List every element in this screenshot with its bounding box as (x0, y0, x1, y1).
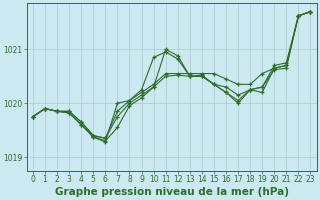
X-axis label: Graphe pression niveau de la mer (hPa): Graphe pression niveau de la mer (hPa) (55, 187, 289, 197)
